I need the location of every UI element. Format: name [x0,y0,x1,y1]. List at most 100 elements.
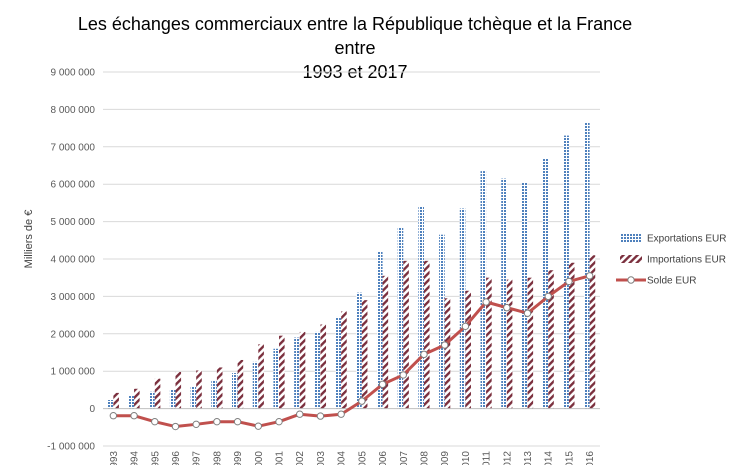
bars [107,122,596,409]
import-bar [548,270,554,409]
solde-point [337,410,345,418]
x-axis-ticks: 1993 1994 1995 1996 1997 1998 1999 2000 2001 2002… [109,451,596,465]
solde-point [233,417,242,426]
import-bar [341,311,347,409]
solde-point [585,272,594,280]
x-tick-label: 1993 [109,451,120,465]
x-tick-label: 2005 [357,451,368,465]
import-bar [113,392,119,409]
export-bar [459,208,466,409]
y-tick-label: 7 000 000 [51,142,96,153]
import-bar [216,367,223,409]
x-tick-label: 1998 [212,451,223,465]
solde-point [151,417,159,426]
solde-point [130,412,138,420]
x-tick-label: 2000 [254,451,265,465]
import-bar [258,344,264,409]
x-tick-label: 1999 [233,451,244,465]
export-bar [169,389,176,409]
solde-point [296,410,304,418]
solde-point [503,303,511,312]
export-bar [335,316,342,409]
x-tick-label: 2001 [275,451,286,465]
import-bar [134,388,140,409]
export-bar [128,395,135,409]
export-bar [252,361,259,409]
solde-point [254,422,263,430]
import-bar [382,275,389,409]
solde-point [523,309,532,317]
import-bar [237,359,244,409]
solde-point [171,422,180,431]
import-bar [423,260,430,409]
x-tick-label: 2004 [337,451,348,465]
y-tick-label: -1 000 000 [47,442,95,453]
solde-point [358,397,366,405]
x-tick-label: 2016 [585,451,596,465]
export-bar [314,331,321,409]
solde-point [482,298,490,306]
import-bar [486,277,492,409]
x-tick-label: 2002 [295,451,306,465]
y-tick-label: 2 000 000 [51,329,96,340]
export-bar [480,171,487,409]
solde-point [399,371,407,379]
solde-point [192,420,200,429]
chart-title: Les échanges commerciaux entre la Républ… [60,12,650,84]
export-bar [397,227,404,409]
import-bar [589,255,596,409]
solde-point [440,341,449,349]
solde-point [275,417,283,426]
legend-swatch-exports [620,234,642,242]
solde-point [109,412,118,420]
x-tick-label: 2010 [461,451,472,465]
solde-point [544,292,552,301]
export-bar [149,391,155,409]
x-tick-label: 2007 [399,451,410,465]
export-bar [232,373,238,409]
gridlines [103,71,600,447]
y-tick-label: 5 000 000 [51,217,96,228]
solde-point [378,380,387,388]
y-tick-label: 8 000 000 [51,105,96,116]
export-bar [563,135,569,409]
solde-point [316,412,325,420]
legend-label: Exportations EUR [647,234,726,245]
solde-line [109,272,594,431]
import-bar [568,262,575,409]
y-tick-label: 3 000 000 [51,292,96,303]
import-bar [403,260,409,409]
export-bar [294,337,300,409]
y-tick-label: 6 000 000 [51,180,96,191]
solde-point [565,277,573,286]
solde-line-path [113,274,591,429]
y-tick-label: 0 [89,404,95,415]
y-tick-label: 9 000 000 [51,68,96,79]
chart-title-line1: Les échanges commerciaux entre la Républ… [77,14,633,58]
import-bar [154,378,161,409]
import-bar [361,300,368,409]
export-bar [521,182,528,409]
x-tick-label: 1995 [150,451,161,465]
import-bar [506,279,513,409]
legend: Exportations EUR Importations EUR Solde EU… [616,234,726,287]
x-tick-label: 2012 [502,451,513,465]
x-tick-label: 1997 [192,451,203,465]
legend-label: Solde EUR [647,276,696,287]
export-bar [356,292,362,409]
import-bar [196,370,202,409]
y-tick-label: 4 000 000 [51,255,96,266]
import-bar [175,371,182,409]
import-bar [299,331,306,409]
x-tick-label: 2015 [564,451,575,465]
y-axis-ticks: -1 000 000 0 1 000 000 2 000 000 3 000 000 4 … [47,68,95,453]
x-tick-label: 1994 [130,451,141,465]
import-bar [527,277,534,409]
x-tick-label: 2008 [419,451,430,465]
export-bar [211,380,217,409]
export-bar [273,348,280,409]
legend-swatch-imports [620,255,642,263]
x-tick-label: 2014 [544,451,555,465]
